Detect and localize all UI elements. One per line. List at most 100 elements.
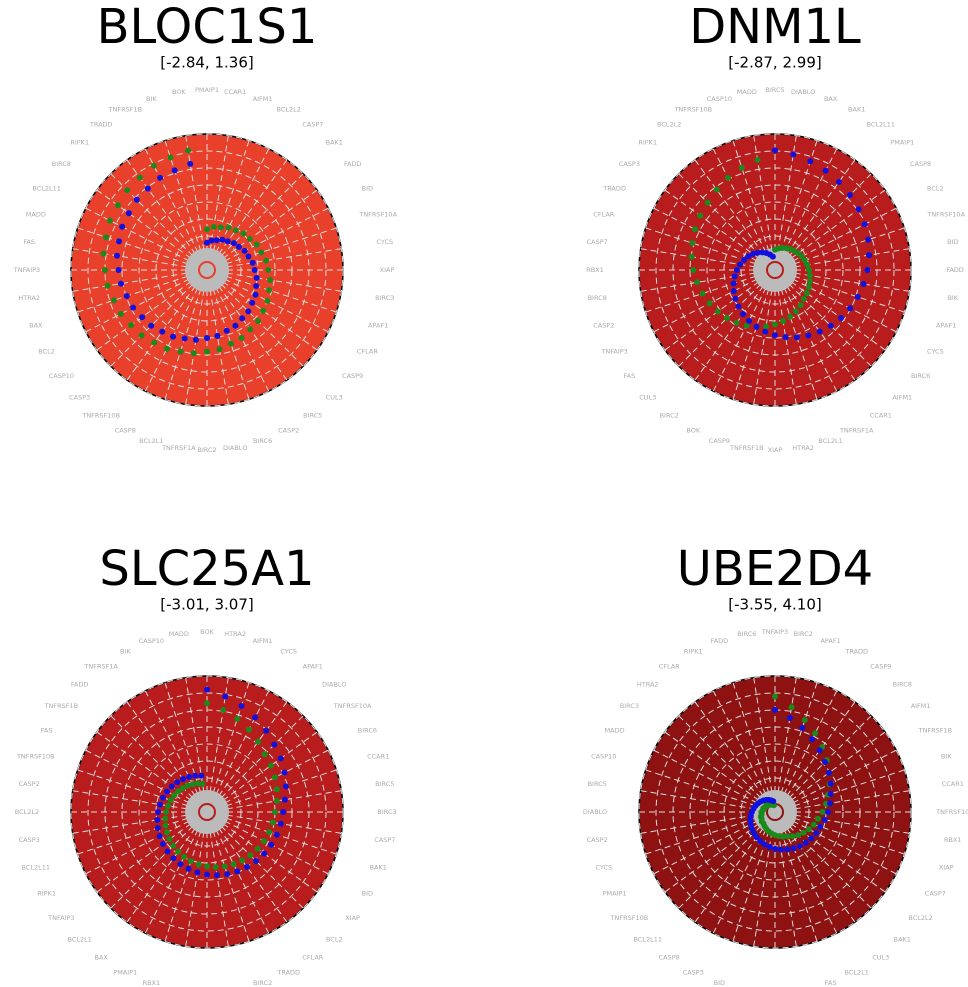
grid-spoke xyxy=(732,821,773,942)
category-label: BAX xyxy=(824,95,838,103)
data-point xyxy=(740,311,747,318)
grid-spoke xyxy=(77,769,198,810)
grid-spoke xyxy=(213,173,304,264)
data-point xyxy=(118,280,125,287)
category-label: CYCS xyxy=(595,864,612,872)
data-point xyxy=(730,280,737,287)
data-point xyxy=(243,864,250,871)
data-point xyxy=(164,829,171,836)
data-point xyxy=(116,238,123,245)
category-label: BCL2L11 xyxy=(32,184,61,192)
data-point xyxy=(777,846,784,853)
data-point xyxy=(115,267,122,273)
category-label: RBX1 xyxy=(586,266,604,274)
data-point xyxy=(186,773,193,780)
category-label: HTRA2 xyxy=(18,294,40,302)
grid-spoke xyxy=(211,820,270,934)
data-point xyxy=(271,774,278,781)
data-point xyxy=(265,267,272,273)
data-point xyxy=(159,328,166,335)
data-point xyxy=(144,185,151,192)
category-label: BCL2L2 xyxy=(15,808,39,816)
category-label: TNFRSF1B xyxy=(44,702,79,710)
category-label: BCL2L11 xyxy=(633,935,662,943)
data-point xyxy=(277,820,284,827)
data-point xyxy=(155,809,162,815)
center-ring xyxy=(185,790,229,834)
category-label: FAS xyxy=(624,372,636,380)
data-point xyxy=(171,167,178,174)
category-label: BIRC6 xyxy=(358,726,377,734)
data-point xyxy=(730,287,737,294)
data-point xyxy=(204,863,210,870)
grid-spoke xyxy=(85,207,199,266)
data-point xyxy=(803,290,810,297)
data-point xyxy=(247,326,254,333)
category-label: BAK1 xyxy=(370,864,387,872)
data-point xyxy=(216,346,223,353)
data-point xyxy=(170,842,177,849)
grid-spoke xyxy=(214,275,318,351)
data-point xyxy=(796,843,803,850)
data-point xyxy=(251,267,258,273)
category-label: CYCS xyxy=(376,238,393,246)
category-label: PMAIP1 xyxy=(603,890,627,898)
data-point xyxy=(273,786,280,793)
data-point xyxy=(179,784,186,791)
grid-spoke xyxy=(640,271,766,292)
grid-spoke xyxy=(209,682,250,803)
grid-spoke xyxy=(215,749,329,808)
category-label: CASP10 xyxy=(49,372,74,380)
grid-spoke xyxy=(753,135,774,261)
category-label: FADD xyxy=(71,681,89,689)
data-point xyxy=(156,833,163,840)
data-point xyxy=(792,308,799,315)
grid-spoke xyxy=(779,690,838,804)
center-mark xyxy=(198,803,216,821)
grid-spoke xyxy=(753,821,774,947)
category-label: HTRA2 xyxy=(792,444,814,452)
data-point xyxy=(263,727,270,734)
grid-spoke xyxy=(85,274,199,333)
category-label: BCL2L2 xyxy=(277,106,301,114)
data-point xyxy=(806,278,813,285)
grid-spoke xyxy=(208,279,229,405)
category-label: RIPK1 xyxy=(638,139,657,147)
grid-spoke xyxy=(214,731,318,807)
data-point xyxy=(239,315,246,322)
category-label: CASP8 xyxy=(115,426,136,434)
grid-spoke xyxy=(777,682,818,803)
data-point xyxy=(762,328,769,335)
category-label: AIFM1 xyxy=(892,393,912,401)
grid-spoke xyxy=(783,816,897,875)
category-label: BIRC2 xyxy=(660,412,679,420)
category-label: BAX xyxy=(95,954,109,962)
category-label: BIRC2 xyxy=(253,979,272,987)
category-label: TNFRSF10B xyxy=(673,106,712,114)
grid-spoke xyxy=(110,715,201,806)
category-label: BCL2 xyxy=(739,986,756,987)
data-point xyxy=(770,798,777,805)
category-label: TNFRSF1B xyxy=(729,444,764,452)
grid-spoke xyxy=(164,821,205,942)
category-label: FAS xyxy=(825,979,837,987)
category-label: BCL2 xyxy=(326,935,343,943)
data-point xyxy=(174,779,181,786)
category-label: BID xyxy=(362,184,373,192)
data-point xyxy=(689,240,696,247)
category-label: TNFRSF10A xyxy=(358,210,397,218)
data-point xyxy=(271,741,278,748)
category-label: DIABLO xyxy=(791,88,815,96)
data-point xyxy=(258,249,265,256)
grid-spoke xyxy=(732,682,773,803)
grid-spoke xyxy=(784,790,910,811)
data-point xyxy=(743,322,750,329)
category-label: TNFRSF10A xyxy=(935,808,968,816)
data-point xyxy=(272,809,278,815)
polar-chart: UBE2D4[-3.55, 4.10] TNFAIP3 BIRC2 APAF1 TRAD… xyxy=(583,541,968,987)
category-label: CASP7 xyxy=(587,238,608,246)
data-point xyxy=(199,780,206,787)
grid-spoke xyxy=(96,817,200,893)
grid-spoke xyxy=(753,279,774,405)
category-label: TRADD xyxy=(602,184,626,192)
